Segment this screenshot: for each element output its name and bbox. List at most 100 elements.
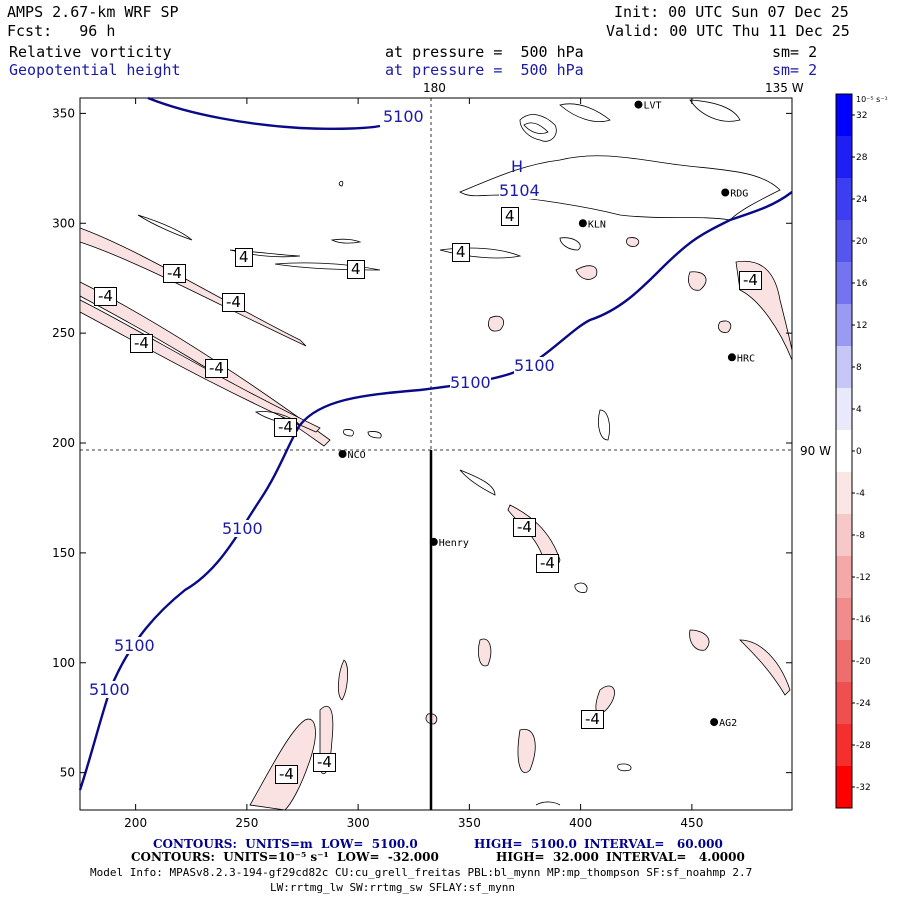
colorbar-tick-label: -20	[856, 657, 871, 667]
colorbar-tick-label: -4	[856, 489, 865, 499]
station-label: LVT	[643, 101, 661, 112]
colorbar-segment	[836, 682, 852, 724]
vorticity-label: 4	[235, 248, 253, 267]
colorbar-tick-label: 0	[856, 447, 862, 457]
colorbar-tick-label: 28	[856, 153, 868, 163]
forecast-hour: Fcst: 96 h	[7, 22, 116, 40]
plot-frame	[79, 97, 793, 811]
station-marker	[634, 100, 643, 109]
field1-smoothing: sm= 2	[772, 43, 818, 61]
vorticity-label: -4	[313, 753, 336, 772]
vorticity-label: -4	[513, 518, 536, 537]
field1-pressure: at pressure = 500 hPa	[385, 43, 584, 61]
colorbar-tick-label: 12	[856, 321, 867, 331]
valid-time: Valid: 00 UTC Thu 11 Dec 25	[606, 22, 850, 40]
station-marker	[727, 353, 736, 362]
colorbar-tick-label: -8	[856, 531, 865, 541]
footer-contours-vort-high: HIGH= 32.000	[496, 850, 599, 864]
station-label: AG2	[719, 718, 737, 729]
station-label: KLN	[588, 219, 606, 230]
colorbar-segment	[836, 472, 852, 514]
vorticity-label: 4	[347, 260, 365, 279]
footer-contours-vort: CONTOURS: UNITS=10⁻⁵ s⁻¹ LOW= -32.000	[131, 850, 439, 864]
colorbar-segment	[836, 346, 852, 388]
colorbar-tick-label: -24	[856, 699, 871, 709]
vorticity-label: -4	[222, 293, 245, 312]
colorbar-tick-label: -16	[856, 615, 871, 625]
y-tick-label: 150	[52, 546, 75, 560]
station-marker	[338, 450, 347, 458]
y-tick-label: 250	[52, 326, 75, 340]
colorbar-tick-label: 4	[856, 405, 862, 415]
colorbar-segment	[836, 430, 852, 472]
station-marker	[429, 537, 438, 546]
colorbar-segment	[836, 178, 852, 220]
footer-model-info-2: LW:rrtmg_lw SW:rrtmg_sw SFLAY:sf_mynn	[270, 881, 516, 894]
footer-contours-height-high: HIGH= 5100.0	[474, 837, 577, 851]
x-tick-label: 300	[347, 816, 370, 830]
height-label: 5100	[514, 356, 555, 375]
meridian-180-label: 180	[423, 81, 446, 95]
y-tick-label: 100	[52, 656, 75, 670]
colorbar-tick-label: 16	[856, 279, 868, 289]
station-marker	[710, 718, 719, 727]
x-tick-label: 200	[124, 816, 147, 830]
height-contours	[78, 96, 793, 791]
station-label: NCO	[348, 450, 366, 461]
station-marker	[578, 219, 587, 228]
vorticity-label: -4	[163, 264, 186, 283]
height-label: 5100	[383, 107, 424, 126]
y-tick-label: 200	[52, 436, 75, 450]
colorbar-segment	[836, 514, 852, 556]
vorticity-label: 4	[452, 243, 470, 262]
colorbar-tick-label: 32	[856, 111, 867, 121]
colorbar-tick-label: -28	[856, 741, 871, 751]
vorticity-label: -4	[275, 765, 298, 784]
height-label: 5100	[450, 373, 491, 392]
station-label: HRC	[737, 353, 755, 364]
colorbar-segment	[836, 304, 852, 346]
colorbar-tick-label: 24	[856, 195, 868, 205]
model-title: AMPS 2.67-km WRF SP	[7, 3, 179, 21]
vorticity-label: -4	[130, 334, 153, 353]
colorbar-segment	[836, 262, 852, 304]
colorbar-segment	[836, 724, 852, 766]
field2-pressure: at pressure = 500 hPa	[385, 61, 584, 79]
y-tick-label: 350	[52, 106, 75, 120]
colorbar-segment	[836, 766, 852, 808]
vorticity-label: -4	[581, 710, 604, 729]
vorticity-label: -4	[274, 418, 297, 437]
colorbar-tick-label: 8	[856, 363, 862, 373]
colorbar-unit-label: 10⁻⁵ s⁻¹	[856, 95, 888, 104]
height-label: 5104	[499, 181, 540, 200]
vorticity-label: -4	[94, 287, 117, 306]
vorticity-label: -4	[739, 271, 762, 290]
station-marker	[721, 188, 730, 197]
x-tick-label: 450	[680, 816, 703, 830]
vorticity-label: 4	[501, 207, 519, 226]
y-tick-label: 50	[60, 766, 75, 780]
x-tick-label: 400	[569, 816, 592, 830]
x-tick-label: 350	[458, 816, 481, 830]
meridian-90w-label: 90 W	[800, 444, 831, 458]
footer-model-info: Model Info: MPASv8.2.3-194-gf29cd82c CU:…	[90, 866, 753, 879]
colorbar-segment	[836, 220, 852, 262]
field2-smoothing: sm= 2	[772, 61, 818, 79]
x-tick-label: 250	[235, 816, 258, 830]
footer-contours-height-interval: INTERVAL= 60.000	[584, 837, 723, 851]
y-tick-label: 300	[52, 216, 75, 230]
station-label: Henry	[439, 538, 469, 549]
colorbar-segment	[836, 94, 852, 136]
footer-contours-vort-interval: INTERVAL= 4.0000	[606, 850, 745, 864]
colorbar-tick-label: -32	[856, 783, 871, 793]
colorbar-segment	[836, 640, 852, 682]
height-label: 5100	[89, 680, 130, 699]
colorbar-tick-label: -12	[856, 573, 871, 583]
vorticity-label: -4	[205, 359, 228, 378]
colorbar-segment	[836, 388, 852, 430]
colorbar-segment	[836, 556, 852, 598]
colorbar-segment	[836, 598, 852, 640]
height-label: 5100	[222, 519, 263, 538]
